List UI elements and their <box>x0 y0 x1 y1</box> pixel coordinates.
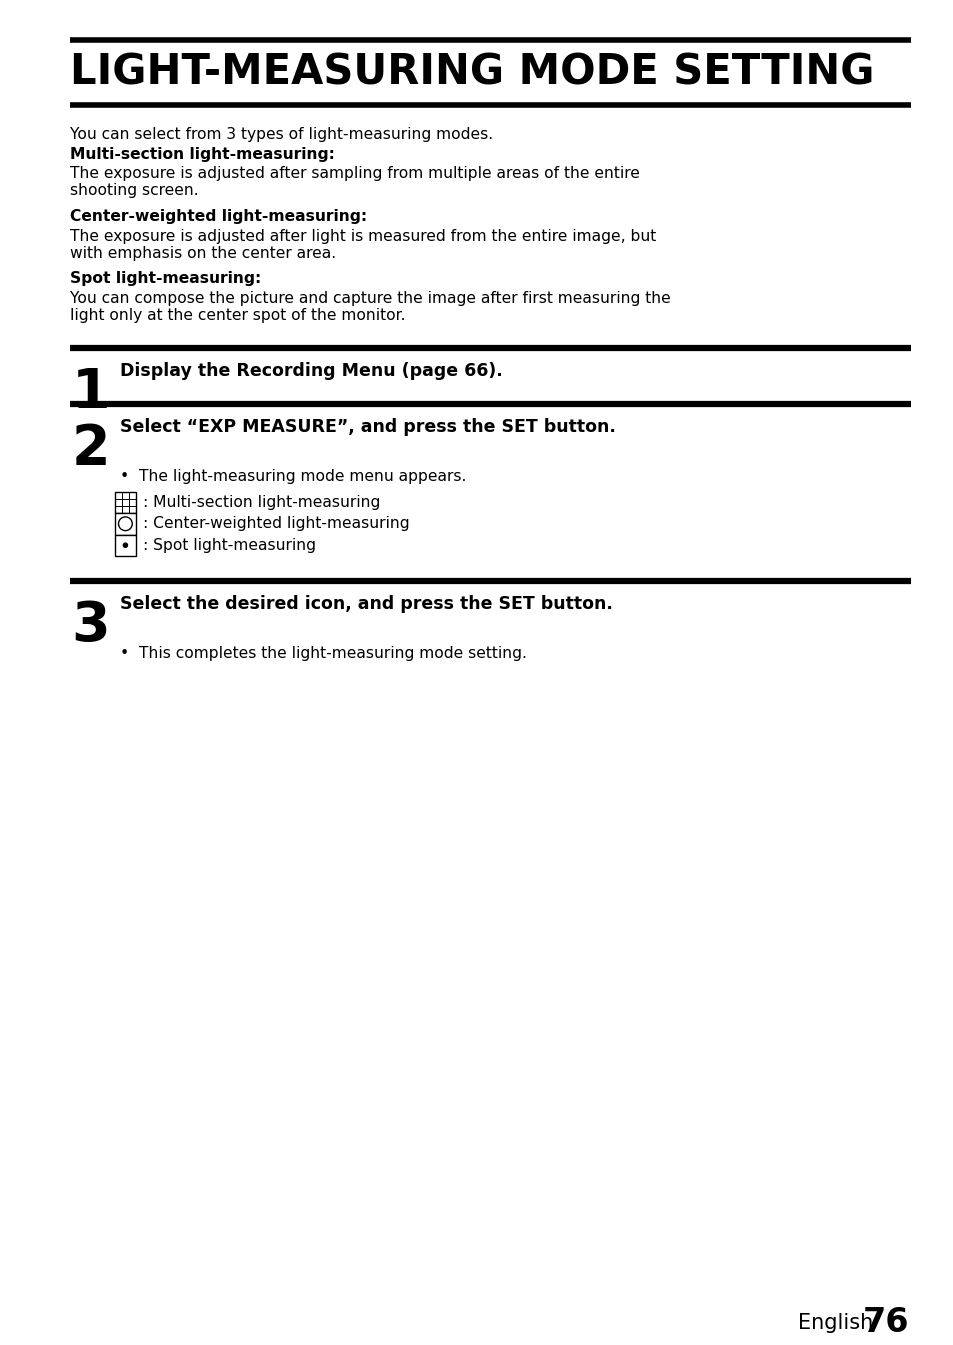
Text: The exposure is adjusted after sampling from multiple areas of the entire
shooti: The exposure is adjusted after sampling … <box>70 165 639 199</box>
Bar <box>114 512 136 534</box>
Text: : Multi-section light-measuring: : Multi-section light-measuring <box>143 495 380 510</box>
Bar <box>114 534 136 555</box>
Text: Center-weighted light-measuring:: Center-weighted light-measuring: <box>70 208 366 225</box>
Text: The exposure is adjusted after light is measured from the entire image, but
with: The exposure is adjusted after light is … <box>70 229 656 261</box>
Text: You can compose the picture and capture the image after first measuring the
ligh: You can compose the picture and capture … <box>70 291 670 323</box>
Text: Multi-section light-measuring:: Multi-section light-measuring: <box>70 147 335 161</box>
Text: Display the Recording Menu (page 66).: Display the Recording Menu (page 66). <box>119 362 502 381</box>
Text: 3: 3 <box>71 599 111 654</box>
Text: You can select from 3 types of light-measuring modes.: You can select from 3 types of light-mea… <box>70 126 493 143</box>
Text: Select “EXP MEASURE”, and press the SET button.: Select “EXP MEASURE”, and press the SET … <box>119 418 615 436</box>
Circle shape <box>123 542 128 547</box>
Text: 2: 2 <box>71 422 111 476</box>
Text: Spot light-measuring:: Spot light-measuring: <box>70 272 260 286</box>
Text: Select the desired icon, and press the SET button.: Select the desired icon, and press the S… <box>119 594 612 613</box>
Text: •  The light-measuring mode menu appears.: • The light-measuring mode menu appears. <box>119 469 465 484</box>
Text: •  This completes the light-measuring mode setting.: • This completes the light-measuring mod… <box>119 646 526 660</box>
Text: LIGHT-MEASURING MODE SETTING: LIGHT-MEASURING MODE SETTING <box>70 51 873 94</box>
Text: 1: 1 <box>71 366 111 420</box>
Text: 76: 76 <box>862 1306 908 1340</box>
Text: : Spot light-measuring: : Spot light-measuring <box>143 538 315 553</box>
Circle shape <box>118 516 132 531</box>
Text: : Center-weighted light-measuring: : Center-weighted light-measuring <box>143 516 410 531</box>
Text: English: English <box>797 1313 872 1333</box>
Bar <box>114 491 136 512</box>
